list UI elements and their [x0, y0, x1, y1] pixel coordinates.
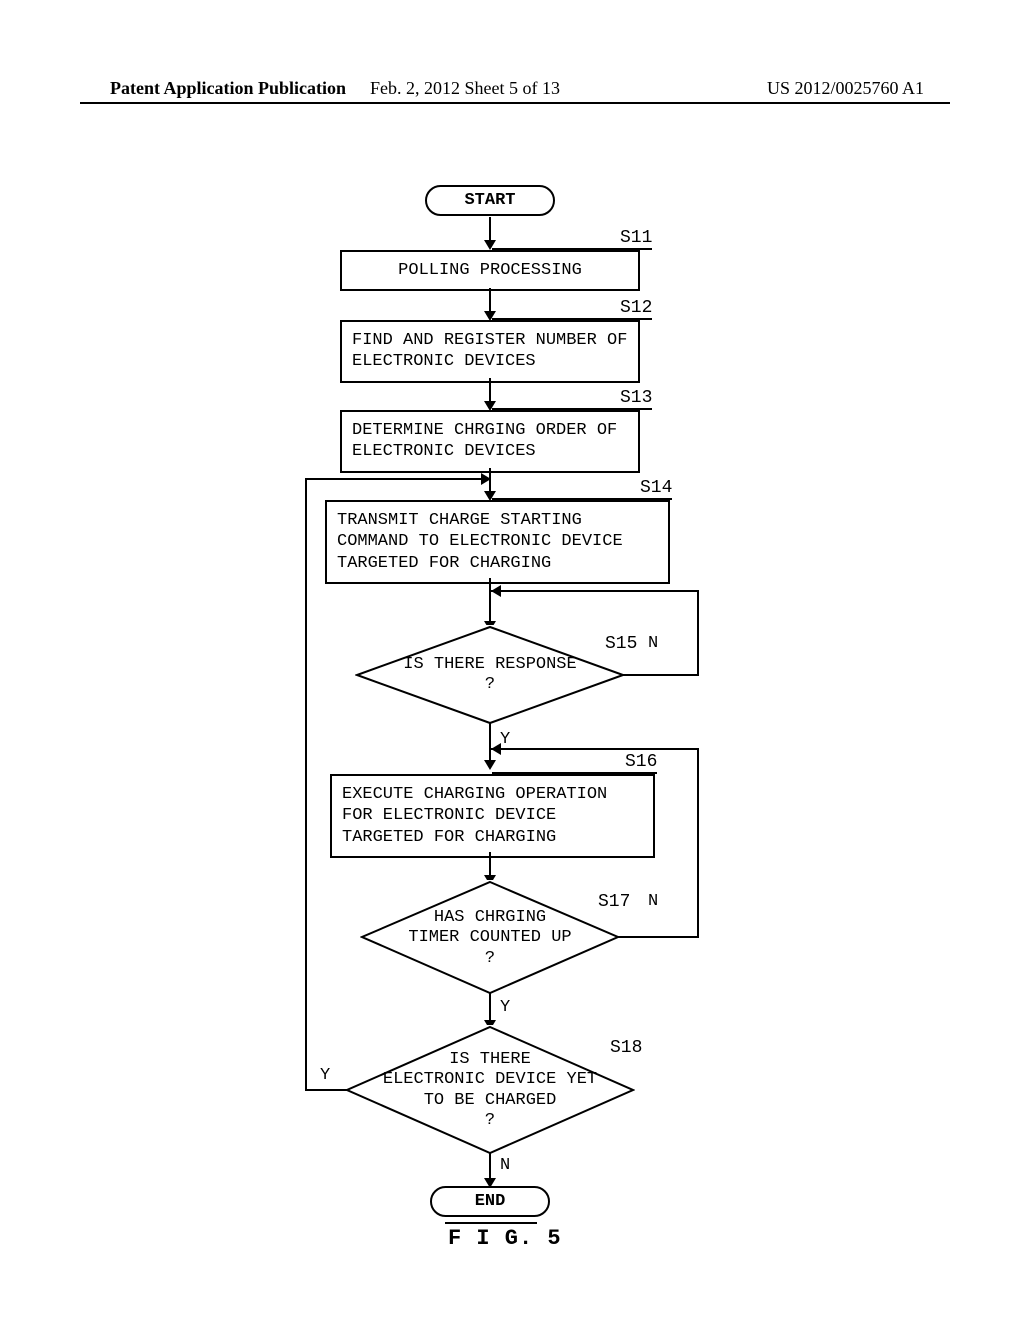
- arrowhead-icon: [481, 473, 491, 485]
- connector: [697, 748, 699, 938]
- end-label: END: [475, 1192, 506, 1211]
- connector: [305, 478, 307, 1091]
- process-s14-text: TRANSMIT CHARGE STARTING COMMAND TO ELEC…: [337, 511, 623, 573]
- process-s11: POLLING PROCESSING: [340, 250, 640, 291]
- n-label: N: [648, 892, 658, 911]
- start-terminator: START: [425, 185, 555, 216]
- process-s11-text: POLLING PROCESSING: [398, 261, 582, 280]
- decision-s17-text: HAS CHRGING TIMER COUNTED UP ?: [360, 908, 620, 969]
- y-label: Y: [500, 998, 510, 1017]
- connector: [491, 590, 699, 592]
- step-label-s16: S16: [625, 752, 657, 772]
- figure-rule: [445, 1222, 537, 1224]
- step-label-s13: S13: [620, 388, 652, 408]
- connector: [623, 674, 699, 676]
- arrowhead-icon: [491, 743, 501, 755]
- step-label-s14: S14: [640, 478, 672, 498]
- n-label: N: [648, 634, 658, 653]
- process-s16: EXECUTE CHARGING OPERATION FOR ELECTRONI…: [330, 774, 655, 858]
- connector: [305, 1089, 347, 1091]
- start-label: START: [464, 191, 515, 210]
- connector: [618, 936, 699, 938]
- page: Patent Application Publication Feb. 2, 2…: [0, 0, 1024, 1320]
- connector: [489, 993, 491, 1023]
- step-label-s17: S17: [598, 892, 630, 912]
- process-s12: FIND AND REGISTER NUMBER OF ELECTRONIC D…: [340, 320, 640, 383]
- process-s14: TRANSMIT CHARGE STARTING COMMAND TO ELEC…: [325, 500, 670, 584]
- connector: [489, 1153, 491, 1181]
- arrowhead-icon: [484, 760, 496, 770]
- n-label: N: [500, 1156, 510, 1175]
- y-label: Y: [500, 730, 510, 749]
- connector: [491, 748, 699, 750]
- end-terminator: END: [430, 1186, 550, 1217]
- step-label-s12: S12: [620, 298, 652, 318]
- flowchart: START S11 POLLING PROCESSING S12 FIND AN…: [0, 0, 1024, 1320]
- decision-s15-text: IS THERE RESPONSE ?: [355, 655, 625, 696]
- step-label-s18: S18: [610, 1038, 642, 1058]
- process-s13-text: DETERMINE CHRGING ORDER OF ELECTRONIC DE…: [352, 421, 617, 461]
- process-s12-text: FIND AND REGISTER NUMBER OF ELECTRONIC D…: [352, 331, 627, 371]
- step-label-s15: S15: [605, 634, 637, 654]
- process-s16-text: EXECUTE CHARGING OPERATION FOR ELECTRONI…: [342, 785, 607, 847]
- arrowhead-icon: [491, 585, 501, 597]
- process-s13: DETERMINE CHRGING ORDER OF ELECTRONIC DE…: [340, 410, 640, 473]
- y-label: Y: [320, 1066, 330, 1085]
- figure-label: F I G. 5: [448, 1226, 562, 1251]
- decision-s18-text: IS THERE ELECTRONIC DEVICE YET TO BE CHA…: [345, 1050, 635, 1132]
- connector: [305, 478, 491, 480]
- step-label-s11: S11: [620, 228, 652, 248]
- connector: [697, 590, 699, 676]
